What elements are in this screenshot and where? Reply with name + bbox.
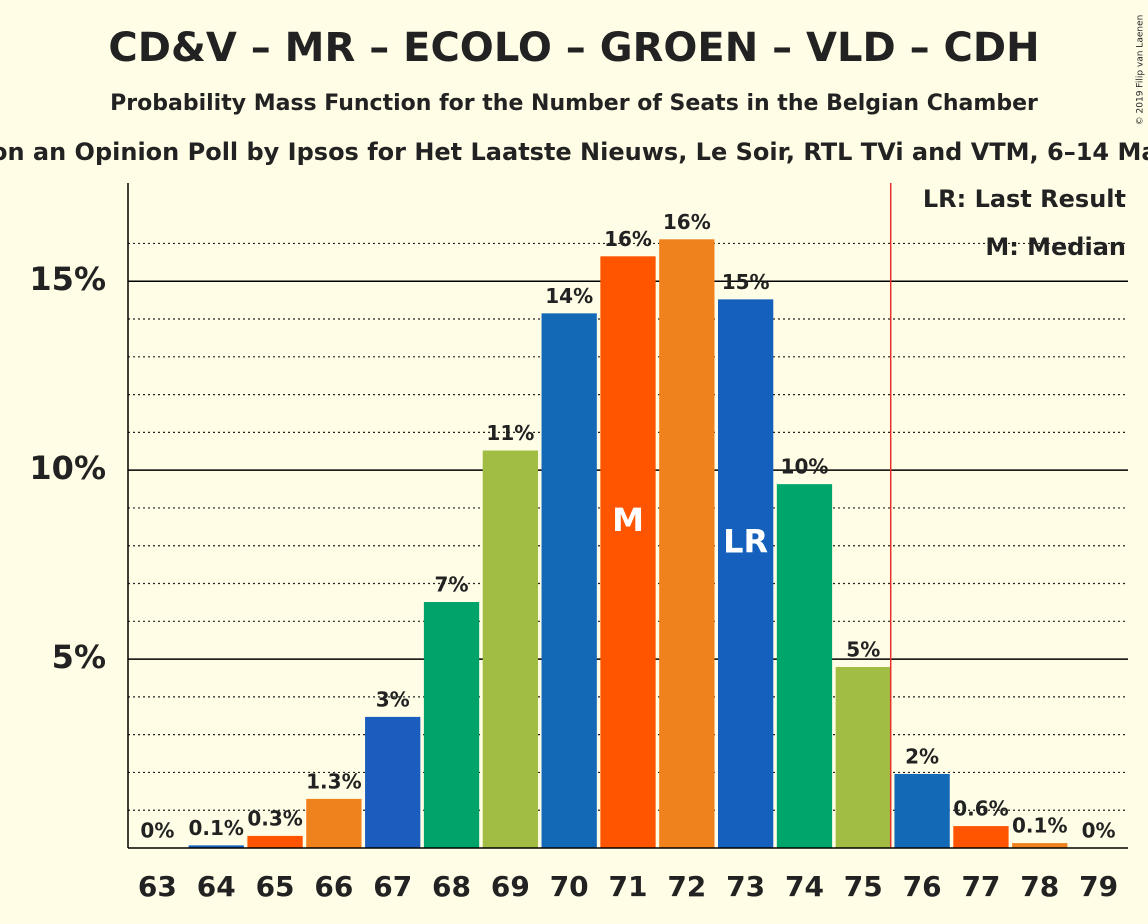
bar: [188, 845, 244, 848]
value-label: 14%: [545, 284, 593, 308]
value-label: 16%: [604, 227, 652, 251]
value-label: 16%: [663, 210, 711, 234]
x-tick-label: 74: [785, 870, 824, 903]
copyright: © 2019 Filip van Laenen: [1136, 15, 1146, 126]
value-label: 7%: [435, 573, 469, 597]
y-tick-label: 5%: [52, 638, 106, 676]
bar: [776, 484, 833, 848]
value-label: 5%: [846, 638, 880, 662]
x-tick-label: 75: [844, 870, 883, 903]
bar: [365, 716, 421, 848]
x-tick-label: 79: [1079, 870, 1118, 903]
value-label: 3%: [376, 687, 410, 711]
chart-subtitle: Probability Mass Function for the Number…: [110, 91, 1038, 116]
x-tick-label: 70: [550, 870, 589, 903]
bar: [482, 450, 538, 848]
bar: [894, 773, 950, 848]
x-tick-label: 67: [373, 870, 412, 903]
chart-title: CD&V – MR – ECOLO – GROEN – VLD – CDH: [108, 25, 1039, 71]
bar: [659, 239, 715, 849]
bar: [835, 667, 891, 848]
value-label: 2%: [905, 744, 939, 768]
bar: [953, 826, 1009, 848]
legend-text: M: Median: [985, 233, 1126, 261]
x-tick-label: 65: [256, 870, 295, 903]
value-label: 0.6%: [953, 797, 1008, 821]
value-label: 0.3%: [247, 806, 302, 830]
x-tick-label: 77: [961, 870, 1000, 903]
bar: [541, 313, 597, 848]
legend-text: LR: Last Result: [923, 185, 1126, 213]
x-tick-label: 78: [1020, 870, 1059, 903]
x-tick-label: 64: [197, 870, 236, 903]
bar-annotation: M: [612, 501, 644, 539]
value-label: 0%: [1082, 819, 1116, 843]
value-label: 0.1%: [189, 816, 244, 840]
value-label: 15%: [722, 270, 770, 294]
value-label: 11%: [486, 421, 534, 445]
bar: [423, 602, 480, 848]
x-tick-label: 72: [667, 870, 706, 903]
value-label: 0.1%: [1012, 814, 1067, 838]
value-label: 1.3%: [306, 769, 361, 793]
bar: [600, 256, 656, 848]
chart-caption: Based on an Opinion Poll by Ipsos for He…: [0, 138, 1148, 166]
x-tick-label: 76: [903, 870, 942, 903]
y-tick-label: 15%: [29, 260, 106, 298]
value-label: 10%: [781, 455, 829, 479]
bar-annotation: LR: [723, 523, 768, 561]
bar: [306, 798, 362, 848]
x-tick-label: 71: [609, 870, 648, 903]
y-tick-label: 10%: [29, 449, 106, 487]
value-label: 0%: [140, 819, 174, 843]
x-tick-label: 66: [314, 870, 353, 903]
x-tick-label: 68: [432, 870, 471, 903]
x-tick-label: 69: [491, 870, 530, 903]
bar: [1012, 843, 1068, 848]
x-tick-label: 73: [726, 870, 765, 903]
bar: [718, 299, 774, 848]
x-tick-label: 63: [138, 870, 177, 903]
bar: [247, 835, 303, 848]
